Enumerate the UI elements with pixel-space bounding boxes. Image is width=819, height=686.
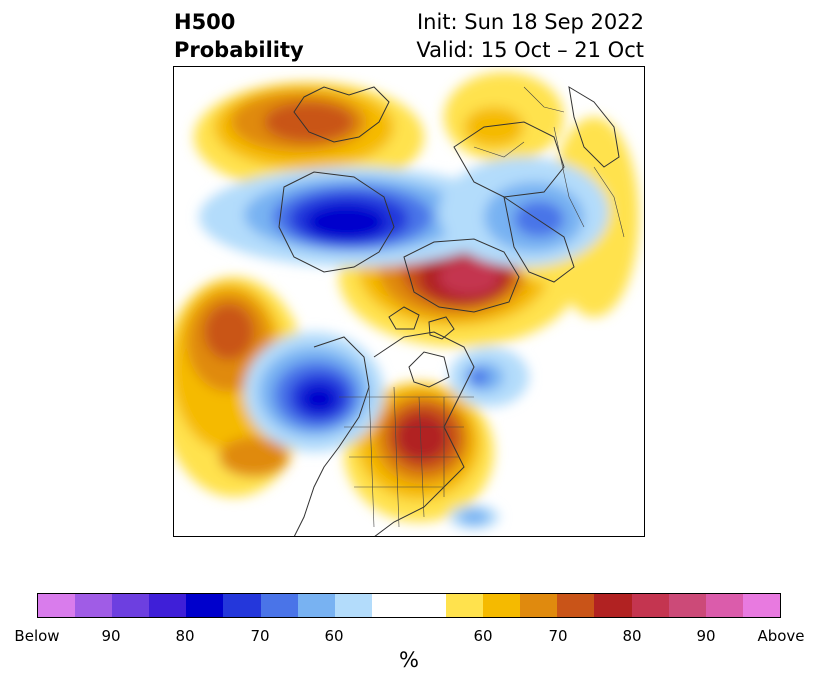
colorbar-segment-10 bbox=[408, 594, 447, 617]
colorbar-tick-label: 60 bbox=[473, 627, 493, 645]
init-date: Init: Sun 18 Sep 2022 bbox=[416, 10, 644, 34]
title-line-2: Probability bbox=[174, 38, 304, 62]
valid-date: Valid: 15 Oct – 21 Oct bbox=[416, 38, 644, 62]
colorbar-segment-18 bbox=[705, 594, 743, 617]
map-title: H500 Probability bbox=[174, 8, 304, 64]
colorbar-segment-2 bbox=[112, 594, 150, 617]
colorbar-tick-label: Above bbox=[757, 627, 805, 645]
colorbar-segment-9 bbox=[371, 594, 409, 617]
title-line-1: H500 bbox=[174, 10, 236, 34]
colorbar-tick-label: 80 bbox=[622, 627, 642, 645]
colorbar-segment-14 bbox=[557, 594, 595, 617]
colorbar-tick-label: 90 bbox=[696, 627, 716, 645]
map-canvas bbox=[174, 72, 639, 536]
forecast-dates: Init: Sun 18 Sep 2022 Valid: 15 Oct – 21… bbox=[416, 8, 644, 64]
colorbar-tick-label: 90 bbox=[101, 627, 121, 645]
colorbar-segment-1 bbox=[75, 594, 113, 617]
colorbar-tick-label: 70 bbox=[548, 627, 568, 645]
political-boundaries bbox=[339, 86, 625, 528]
colorbar-tick-label: 60 bbox=[324, 627, 344, 645]
coastlines bbox=[278, 86, 620, 536]
below-north-pacific bbox=[199, 167, 509, 267]
probability-map bbox=[173, 66, 645, 537]
colorbar-segment-0 bbox=[38, 594, 76, 617]
colorbar-segment-4 bbox=[186, 594, 224, 617]
colorbar-segment-8 bbox=[334, 594, 372, 617]
colorbar-unit: % bbox=[399, 648, 419, 672]
above-north-pacific-west bbox=[194, 82, 424, 192]
colorbar-segment-7 bbox=[297, 594, 335, 617]
below-siberia bbox=[439, 157, 609, 267]
below-west-north-america bbox=[244, 332, 384, 452]
colorbar-segment-11 bbox=[446, 594, 484, 617]
probability-colorbar bbox=[37, 593, 781, 618]
colorbar-tick-label: Below bbox=[14, 627, 60, 645]
colorbar-segment-6 bbox=[260, 594, 298, 617]
colorbar-segment-19 bbox=[742, 594, 780, 617]
colorbar-segment-15 bbox=[594, 594, 632, 617]
colorbar-segment-3 bbox=[149, 594, 187, 617]
colorbar-segment-16 bbox=[631, 594, 669, 617]
colorbar-segment-12 bbox=[483, 594, 521, 617]
below-atlantic-small bbox=[449, 505, 499, 529]
colorbar-segment-17 bbox=[668, 594, 706, 617]
colorbar-segment-13 bbox=[520, 594, 558, 617]
colorbar-tick-label: 80 bbox=[175, 627, 195, 645]
colorbar-segment-5 bbox=[223, 594, 261, 617]
below-hudson-bay bbox=[449, 347, 529, 407]
colorbar-tick-label: 70 bbox=[250, 627, 270, 645]
